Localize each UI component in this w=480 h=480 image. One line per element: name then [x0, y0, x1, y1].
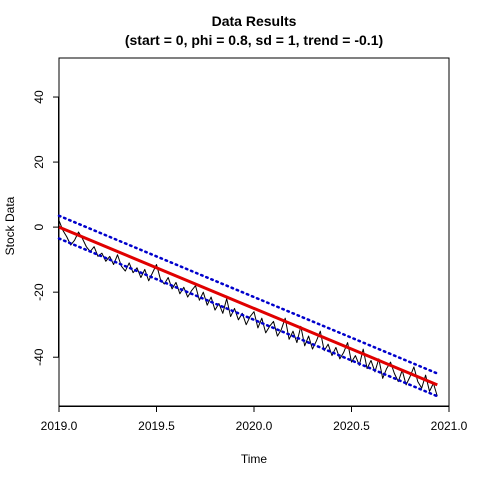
x-tick-label: 2019.0: [41, 419, 78, 433]
y-tick-label: 20: [32, 155, 46, 169]
chart-title: Data Results: [212, 13, 297, 29]
chart-subtitle: (start = 0, phi = 0.8, sd = 1, trend = -…: [125, 32, 383, 48]
series-lower-band-line: [57, 237, 439, 398]
y-tick-label: -40: [32, 348, 46, 366]
series-upper-band-line: [57, 214, 439, 375]
y-tick-label: -20: [32, 283, 46, 301]
x-tick-label: 2021.0: [431, 419, 468, 433]
series-observed-line: [58, 220, 438, 397]
x-tick-label: 2019.5: [138, 419, 175, 433]
series-trend-line: [58, 225, 438, 387]
x-tick-label: 2020.0: [236, 419, 273, 433]
y-axis-label: Stock Data: [3, 196, 17, 255]
x-axis-label: Time: [241, 452, 268, 466]
x-tick-label: 2020.5: [333, 419, 370, 433]
x-axis: 2019.0 2019.5 2020.0 2020.5 2021.0: [41, 406, 468, 433]
series-layer: [57, 214, 439, 398]
y-tick-label: 40: [32, 90, 46, 104]
y-tick-label: 0: [32, 223, 46, 230]
y-axis: -40 -20 0 20 40: [32, 90, 59, 366]
